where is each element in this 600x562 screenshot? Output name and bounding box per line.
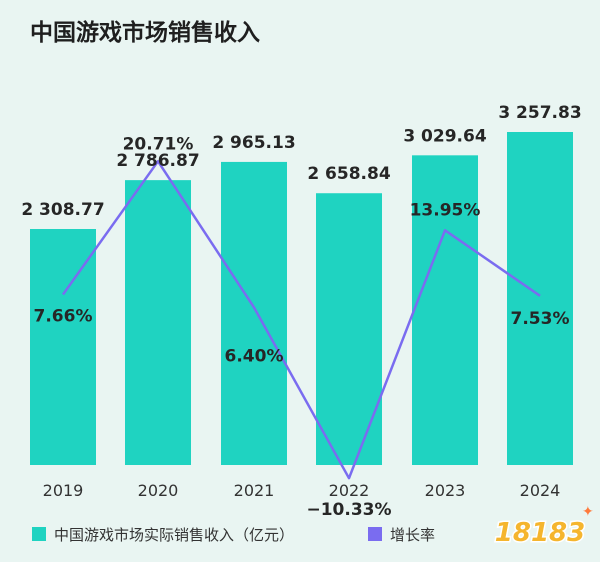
growth-rate-label-2022: −10.33% — [306, 500, 391, 520]
svg-text:18183: 18183 — [495, 518, 585, 548]
growth-rate-label-2021: 6.40% — [225, 346, 284, 366]
bar-value-label-2020: 2 786.87 — [116, 151, 199, 171]
growth-rate-label-2019: 7.66% — [34, 306, 93, 326]
x-axis: 2019 2020 2021 2022 2023 2024 — [43, 481, 561, 500]
bar-value-label-2019: 2 308.77 — [21, 200, 104, 220]
bar-2021 — [221, 161, 287, 466]
growth-line-layer — [61, 160, 541, 480]
bar-2024 — [507, 132, 573, 465]
legend: 中国游戏市场实际销售收入（亿元） 增长率 — [32, 526, 435, 544]
bar-2022 — [316, 193, 382, 465]
bar-2020 — [125, 180, 191, 465]
x-tick-label-2023: 2023 — [425, 481, 466, 500]
x-tick-label-2022: 2022 — [329, 481, 370, 500]
x-tick-label-2024: 2024 — [520, 481, 561, 500]
legend-line-label: 增长率 — [390, 526, 435, 544]
labels-layer: 2 308.77 2 786.87 2 965.13 2 658.84 3 029.64… — [21, 103, 581, 520]
growth-rate-label-2023: 13.95% — [410, 200, 481, 220]
growth-rate-line — [61, 160, 541, 480]
bar-value-label-2022: 2 658.84 — [307, 164, 391, 184]
growth-rate-label-2020: 20.71% — [123, 134, 194, 154]
chart-title: 中国游戏市场销售收入 — [30, 19, 260, 46]
x-tick-label-2021: 2021 — [234, 481, 275, 500]
bar-value-label-2021: 2 965.13 — [212, 133, 295, 153]
bar-value-label-2023: 3 029.64 — [403, 126, 487, 146]
bar-value-label-2024: 3 257.83 — [498, 103, 581, 123]
growth-rate-label-2024: 7.53% — [511, 309, 570, 329]
bar-2019 — [30, 229, 96, 465]
svg-text:✦: ✦ — [582, 504, 594, 520]
legend-bar-swatch — [32, 527, 46, 541]
bars-layer — [30, 132, 573, 466]
bar-2023 — [412, 155, 478, 465]
x-tick-label-2020: 2020 — [138, 481, 179, 500]
legend-line-swatch — [368, 527, 382, 541]
legend-bar-label: 中国游戏市场实际销售收入（亿元） — [54, 526, 294, 544]
x-tick-label-2019: 2019 — [43, 481, 84, 500]
watermark-logo: 18183 ✦ — [493, 504, 594, 550]
